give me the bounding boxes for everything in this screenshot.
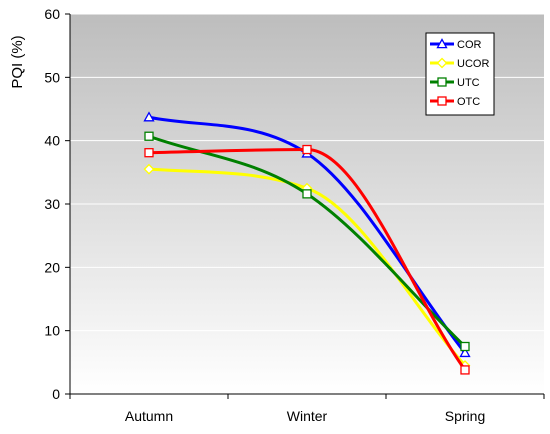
data-point [460, 341, 470, 352]
x-tick-label: Spring [445, 408, 485, 424]
legend-item: UTC [430, 77, 480, 89]
series-otc [144, 144, 470, 375]
data-point [143, 111, 155, 122]
data-point [144, 131, 154, 141]
x-tick-labels: Autumn Winter Spring [125, 408, 485, 424]
legend-marker [436, 57, 448, 69]
data-point [302, 189, 312, 199]
y-axis-title: PQI (%) [9, 35, 26, 88]
legend-label: COR [457, 39, 482, 51]
data-point [143, 163, 155, 175]
y-tick-label: 60 [44, 6, 60, 22]
legend-label: OTC [457, 96, 480, 108]
y-tick-label: 50 [44, 69, 60, 85]
series-line [147, 167, 467, 367]
y-tick-label: 30 [44, 196, 60, 212]
y-tick-label: 40 [44, 133, 60, 149]
series-line [147, 148, 467, 372]
legend-marker [437, 96, 447, 106]
legend-item: UCOR [430, 57, 489, 70]
x-tick-label: Winter [287, 408, 328, 424]
y-tick-labels: 0 10 20 30 40 50 60 [44, 6, 60, 402]
data-point [460, 365, 470, 375]
series-group [143, 111, 471, 375]
data-point [302, 144, 312, 155]
legend-item: OTC [430, 96, 480, 108]
legend-label: UCOR [457, 58, 489, 70]
x-tick-label: Autumn [125, 408, 173, 424]
y-tick-label: 10 [44, 323, 60, 339]
legend-marker [436, 38, 448, 49]
y-tick-label: 20 [44, 259, 60, 275]
data-point [144, 148, 154, 158]
legend-label: UTC [457, 77, 480, 89]
legend-item: COR [430, 38, 482, 51]
axes [69, 14, 545, 399]
legend-marker [437, 77, 447, 87]
y-tick-label: 0 [52, 386, 60, 402]
data-point [459, 346, 471, 358]
legend: COR UCOR UTC OTC [425, 32, 495, 116]
